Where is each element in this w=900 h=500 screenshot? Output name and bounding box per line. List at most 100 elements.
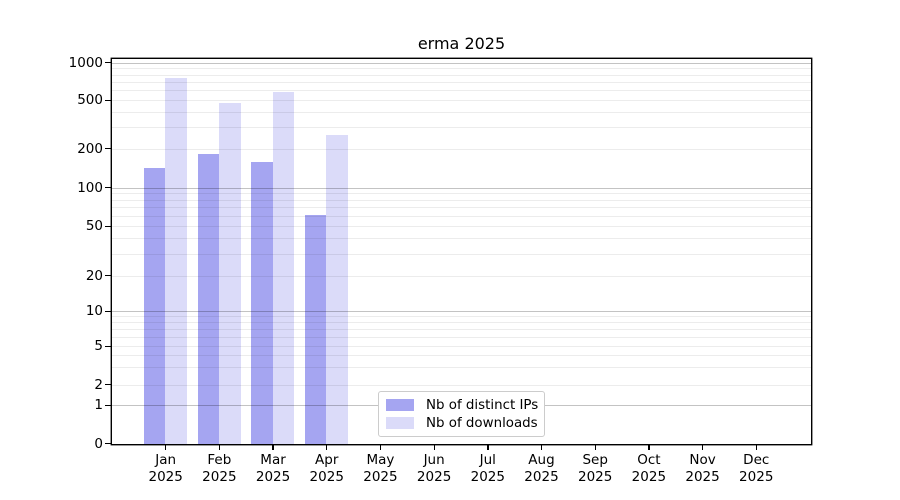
x-tick-mark	[165, 444, 167, 450]
x-tick-label: Nov 2025	[671, 452, 735, 485]
y-tick-label: 50	[85, 218, 103, 234]
x-tick-label-month: May	[366, 452, 395, 468]
gridline-minor	[112, 90, 811, 92]
x-tick-mark	[701, 444, 704, 450]
gridline-minor	[112, 226, 811, 227]
x-tick-mark	[487, 444, 489, 450]
y-tick-label: 500	[77, 92, 103, 108]
x-tick-mark	[540, 444, 543, 450]
x-tick-label-month: Mar	[260, 452, 286, 468]
x-tick-label-year: 2025	[363, 468, 398, 485]
y-tick-mark	[105, 404, 112, 406]
gridline-minor	[112, 346, 811, 347]
plot-area	[112, 59, 811, 444]
bar-distinct-ips-mar	[251, 161, 273, 444]
gridline-minor	[112, 367, 811, 369]
y-tick-mark	[105, 443, 112, 445]
x-tick-label-month: Oct	[637, 452, 661, 468]
y-tick-mark	[105, 62, 112, 64]
gridline-minor	[112, 127, 811, 129]
x-tick-label: Aug 2025	[509, 452, 573, 485]
y-tick-mark	[105, 225, 112, 227]
x-tick-label-month: Apr	[315, 452, 339, 468]
x-tick-label: Jun 2025	[402, 452, 466, 485]
y-tick-label: 200	[77, 140, 103, 157]
x-tick-label-month: Sep	[582, 452, 608, 468]
legend-swatch	[386, 416, 414, 430]
gridline-minor	[112, 253, 811, 255]
legend-item-distinct-ips: Nb of distinct IPs	[386, 398, 538, 413]
x-tick-mark	[594, 444, 596, 450]
y-tick-mark	[105, 345, 112, 347]
gridline-minor	[112, 74, 811, 76]
x-tick-label-year: 2025	[148, 468, 183, 485]
x-tick-mark	[433, 444, 435, 450]
y-tick-mark	[105, 148, 112, 150]
y-tick-mark	[105, 384, 112, 386]
gridline-minor	[112, 322, 811, 324]
x-tick-label: Sep 2025	[563, 452, 627, 485]
x-tick-mark	[272, 444, 274, 450]
legend: Nb of distinct IPs Nb of downloads	[378, 391, 545, 437]
x-tick-label-year: 2025	[202, 468, 237, 485]
x-tick-mark	[648, 444, 650, 450]
legend-label: Nb of distinct IPs	[426, 397, 539, 413]
x-tick-label-month: Nov	[689, 452, 716, 468]
legend-swatch	[386, 398, 414, 412]
x-tick-label-month: Aug	[528, 452, 555, 468]
gridline-minor	[112, 68, 811, 70]
x-tick-label: Feb 2025	[187, 452, 251, 485]
x-tick-label: Dec 2025	[724, 452, 788, 485]
y-tick-label: 20	[85, 267, 103, 284]
gridline-minor	[112, 355, 811, 357]
x-tick-label-month: Jun	[423, 452, 445, 468]
x-tick-label: Apr 2025	[295, 452, 359, 485]
y-tick-label: 10	[85, 303, 103, 319]
x-tick-label-month: Feb	[207, 452, 232, 468]
y-tick-label: 1	[94, 397, 103, 413]
x-tick-label-month: Jan	[155, 452, 177, 468]
gridline-minor	[112, 384, 811, 386]
x-tick-label-month: Jul	[479, 452, 496, 468]
gridline-minor	[112, 148, 811, 150]
bar-downloads-feb	[219, 102, 241, 444]
gridline-minor	[112, 329, 811, 330]
y-tick-label: 5	[94, 338, 103, 354]
legend-item-downloads: Nb of downloads	[386, 416, 538, 431]
x-tick-label: Jul 2025	[456, 452, 520, 485]
gridline-minor	[112, 215, 811, 217]
x-tick-label: Oct 2025	[617, 452, 681, 485]
y-tick-mark	[105, 99, 112, 101]
x-tick-label-year: 2025	[685, 468, 720, 485]
gridline-minor	[112, 238, 811, 240]
x-tick-mark	[379, 444, 382, 450]
chart-title: erma 2025	[417, 34, 506, 53]
x-tick-label-year: 2025	[470, 468, 505, 485]
y-tick-label: 1000	[68, 54, 103, 71]
y-tick-label: 0	[94, 435, 103, 452]
y-tick-mark	[105, 187, 112, 189]
bar-distinct-ips-feb	[197, 154, 220, 444]
bar-downloads-mar	[272, 92, 295, 444]
x-tick-label: Mar 2025	[241, 452, 305, 485]
x-tick-label-year: 2025	[577, 468, 613, 485]
x-tick-label-year: 2025	[631, 468, 667, 485]
y-tick-mark	[105, 310, 112, 312]
x-tick-mark	[326, 444, 328, 450]
bar-downloads-apr	[326, 135, 348, 444]
gridline-minor	[112, 207, 811, 209]
y-tick-label: 2	[94, 376, 103, 393]
gridline-minor	[112, 316, 811, 318]
bar-distinct-ips-jan	[143, 167, 166, 444]
gridline-major	[112, 62, 811, 64]
x-tick-label-year: 2025	[255, 468, 291, 485]
gridline-minor	[112, 193, 811, 195]
x-tick-label: May 2025	[348, 452, 412, 485]
x-tick-label-year: 2025	[524, 468, 559, 485]
x-tick-mark	[218, 444, 221, 450]
gridline-minor	[112, 199, 811, 201]
x-tick-label: Jan 2025	[134, 452, 198, 485]
x-tick-label-year: 2025	[309, 468, 344, 485]
x-tick-label-year: 2025	[416, 468, 452, 485]
gridline-minor	[112, 100, 811, 101]
